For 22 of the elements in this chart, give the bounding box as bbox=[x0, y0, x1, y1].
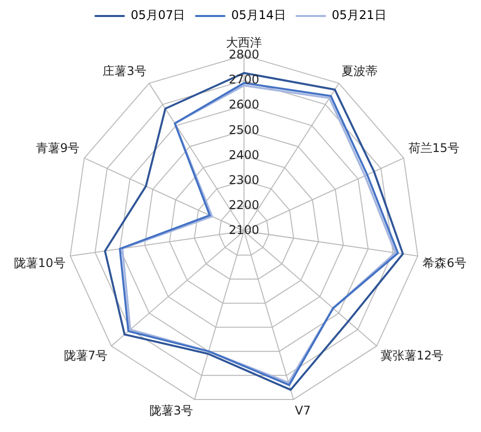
y-tick-label: 2300 bbox=[228, 172, 260, 187]
spoke-label: 庄薯3号 bbox=[102, 64, 146, 78]
y-tick-label: 2100 bbox=[228, 223, 260, 238]
spoke-label: 荷兰15号 bbox=[408, 140, 460, 155]
legend-label: 05月21日 bbox=[332, 8, 386, 22]
spoke-label: 陇薯10号 bbox=[14, 256, 66, 270]
spoke-label: 大西洋 bbox=[226, 35, 262, 50]
spoke-label: 冀张薯12号 bbox=[380, 348, 444, 363]
y-tick-label: 2800 bbox=[228, 48, 260, 62]
spoke-label: V7 bbox=[294, 404, 311, 418]
y-tick-label: 2200 bbox=[228, 198, 260, 212]
spoke-label: 夏波蒂 bbox=[342, 64, 378, 78]
y-tick-label: 2700 bbox=[228, 72, 260, 87]
spoke-label: 陇薯3号 bbox=[149, 404, 194, 418]
spoke-label: 青薯9号 bbox=[36, 140, 80, 155]
y-tick-label: 2500 bbox=[228, 122, 260, 137]
legend-label: 05月14日 bbox=[231, 8, 286, 22]
y-tick-label: 2400 bbox=[228, 148, 260, 162]
legend-label: 05月07日 bbox=[130, 8, 186, 22]
spoke-label: 希森6号 bbox=[422, 256, 466, 270]
spoke-label: 陇薯7号 bbox=[64, 348, 108, 363]
y-tick-label: 2600 bbox=[228, 98, 260, 112]
